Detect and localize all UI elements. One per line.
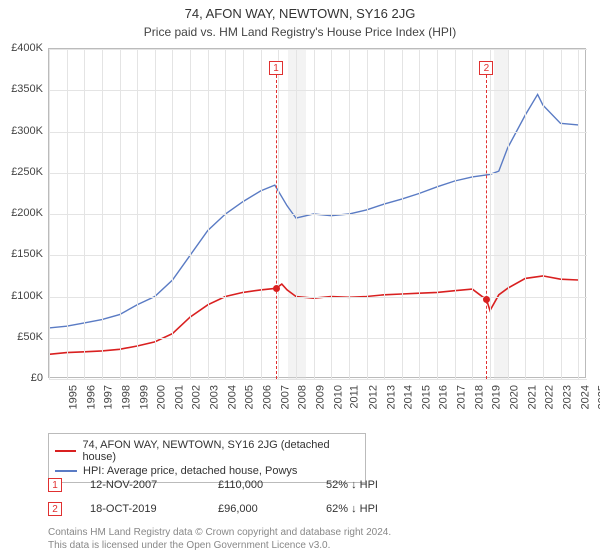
- legend: 74, AFON WAY, NEWTOWN, SY16 2JG (detache…: [48, 433, 366, 483]
- x-tick-label: 2011: [349, 385, 361, 409]
- legend-label: HPI: Average price, detached house, Powy…: [83, 465, 297, 477]
- x-tick-label: 2007: [279, 385, 291, 409]
- trade-delta: 52% ↓ HPI: [326, 479, 378, 491]
- y-tick-label: £150K: [3, 248, 43, 260]
- x-tick-label: 2014: [403, 385, 415, 409]
- trade-delta: 62% ↓ HPI: [326, 503, 378, 515]
- x-tick-label: 1995: [67, 385, 79, 409]
- x-tick-label: 2006: [262, 385, 274, 409]
- x-tick-label: 1997: [103, 385, 115, 409]
- x-tick-label: 2008: [297, 385, 309, 409]
- chart-title: 74, AFON WAY, NEWTOWN, SY16 2JG: [0, 0, 600, 21]
- y-tick-label: £400K: [3, 42, 43, 54]
- x-tick-label: 1999: [138, 385, 150, 409]
- trade-marker: 2: [48, 502, 62, 516]
- trade-date: 18-OCT-2019: [90, 503, 190, 515]
- marker-box-2: 2: [479, 61, 493, 75]
- trade-row-1: 1 12-NOV-2007 £110,000 52% ↓ HPI: [48, 478, 378, 492]
- x-tick-label: 2020: [508, 385, 520, 409]
- y-tick-label: £200K: [3, 207, 43, 219]
- legend-swatch: [55, 470, 77, 472]
- marker-dot-1: [273, 285, 280, 292]
- footer-note: Contains HM Land Registry data © Crown c…: [48, 526, 391, 552]
- x-tick-label: 2010: [332, 385, 344, 409]
- x-tick-label: 2022: [544, 385, 556, 409]
- x-tick-label: 2003: [209, 385, 221, 409]
- y-tick-label: £0: [3, 372, 43, 384]
- marker-vline: [276, 75, 277, 379]
- x-tick-label: 2015: [420, 385, 432, 409]
- chart-subtitle: Price paid vs. HM Land Registry's House …: [0, 21, 600, 39]
- legend-row: 74, AFON WAY, NEWTOWN, SY16 2JG (detache…: [55, 438, 359, 464]
- trade-date: 12-NOV-2007: [90, 479, 190, 491]
- legend-row: HPI: Average price, detached house, Powy…: [55, 464, 359, 478]
- legend-label: 74, AFON WAY, NEWTOWN, SY16 2JG (detache…: [82, 439, 359, 463]
- y-tick-label: £300K: [3, 125, 43, 137]
- footer-line1: Contains HM Land Registry data © Crown c…: [48, 526, 391, 539]
- marker-vline: [486, 75, 487, 379]
- plot-area: £0£50K£100K£150K£200K£250K£300K£350K£400…: [48, 48, 586, 378]
- x-tick-label: 2021: [526, 385, 538, 409]
- legend-swatch: [55, 450, 76, 452]
- x-tick-label: 1996: [85, 385, 97, 409]
- x-tick-label: 2004: [226, 385, 238, 409]
- chart-container: 74, AFON WAY, NEWTOWN, SY16 2JG Price pa…: [0, 0, 600, 560]
- x-tick-label: 2016: [438, 385, 450, 409]
- x-tick-label: 2017: [456, 385, 468, 409]
- x-tick-label: 1998: [120, 385, 132, 409]
- x-tick-label: 2024: [579, 385, 591, 409]
- x-tick-label: 2000: [156, 385, 168, 409]
- y-tick-label: £250K: [3, 166, 43, 178]
- y-tick-label: £350K: [3, 83, 43, 95]
- trade-price: £96,000: [218, 503, 298, 515]
- x-tick-label: 2009: [314, 385, 326, 409]
- x-tick-label: 2018: [473, 385, 485, 409]
- x-tick-label: 2023: [561, 385, 573, 409]
- footer-line2: This data is licensed under the Open Gov…: [48, 539, 391, 552]
- x-tick-label: 2013: [385, 385, 397, 409]
- trade-price: £110,000: [218, 479, 298, 491]
- y-tick-label: £50K: [3, 331, 43, 343]
- trade-row-2: 2 18-OCT-2019 £96,000 62% ↓ HPI: [48, 502, 378, 516]
- x-tick-label: 2005: [244, 385, 256, 409]
- x-tick-label: 2019: [491, 385, 503, 409]
- x-tick-label: 2002: [191, 385, 203, 409]
- marker-box-1: 1: [269, 61, 283, 75]
- trade-marker: 1: [48, 478, 62, 492]
- y-tick-label: £100K: [3, 290, 43, 302]
- x-tick-label: 2012: [367, 385, 379, 409]
- x-tick-label: 2001: [173, 385, 185, 409]
- x-tick-label: 2025: [597, 385, 600, 409]
